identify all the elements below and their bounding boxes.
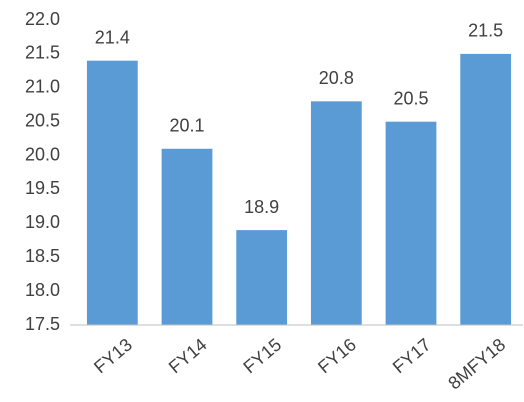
y-tick-label: 18.0 [25,280,60,300]
y-tick-label: 19.5 [25,178,60,198]
bar [236,230,288,325]
x-tick-label: FY16 [314,334,360,377]
data-label: 20.1 [169,116,204,136]
x-tick-label: FY14 [165,334,211,377]
y-tick-label: 20.0 [25,144,60,164]
x-tick-label: FY13 [90,334,136,377]
y-tick-label: 21.0 [25,77,60,97]
y-tick-label: 20.5 [25,110,60,130]
bar [460,53,512,326]
bar [385,121,437,326]
x-tick-label: 8MFY18 [444,334,509,393]
bar [86,60,138,326]
y-tick-label: 19.0 [25,212,60,232]
data-label: 21.5 [468,21,503,41]
data-label: 18.9 [244,197,279,217]
x-tick-label: FY17 [389,334,435,377]
data-label: 21.4 [95,27,130,47]
x-tick-label: FY15 [239,334,285,377]
y-tick-label: 17.5 [25,314,60,334]
bar [161,148,213,325]
data-label: 20.5 [393,88,428,108]
data-label: 20.8 [319,68,354,88]
y-tick-label: 18.5 [25,246,60,266]
y-tick-label: 22.0 [25,9,60,29]
bar [310,101,362,325]
y-tick-label: 21.5 [25,43,60,63]
